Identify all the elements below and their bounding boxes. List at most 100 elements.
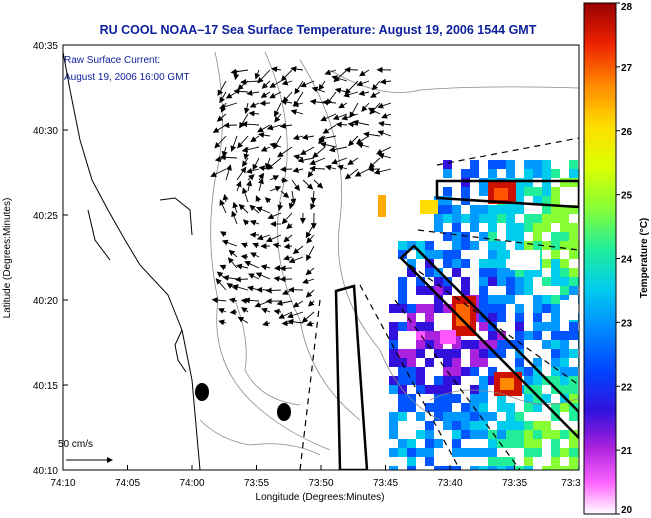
sst-pixel (461, 286, 470, 295)
sst-pixel (461, 340, 470, 349)
sst-pixel (506, 412, 515, 421)
sst-pixel (506, 223, 515, 232)
current-vector (305, 289, 315, 298)
current-vector (222, 193, 229, 203)
current-vector (379, 78, 392, 85)
colorbar-tick-label: 26 (621, 127, 633, 138)
sst-pixel (425, 250, 434, 259)
current-vector (267, 212, 282, 220)
current-vector (235, 180, 242, 192)
sst-pixel (506, 205, 515, 214)
current-vector (375, 146, 392, 155)
current-vector (311, 86, 326, 93)
sst-pixel (524, 403, 533, 412)
surface-current-vectors (210, 66, 392, 327)
current-vector (281, 320, 293, 327)
sst-pixel (506, 277, 515, 286)
current-vector (290, 190, 297, 205)
current-vector (273, 275, 282, 282)
sst-pixel (542, 214, 551, 223)
sst-pixel (470, 466, 479, 470)
x-tick-label: 73:55 (244, 478, 269, 489)
current-vector (309, 165, 326, 172)
sst-pixel (461, 178, 470, 187)
current-vector (222, 274, 238, 281)
sst-pixel (461, 259, 470, 268)
current-vector (328, 146, 348, 153)
sst-pixel (524, 367, 533, 376)
sst-pixel (398, 439, 407, 448)
current-vector (310, 201, 316, 210)
sst-pixel (569, 232, 578, 241)
sst-pixel (551, 232, 560, 241)
sst-warm-patch (500, 378, 514, 390)
sst-pixel (479, 304, 488, 313)
sst-pixel (560, 241, 569, 250)
sst-pixel (515, 313, 524, 322)
sst-pixel (434, 268, 443, 277)
current-vector (277, 146, 293, 158)
transect-box-south (334, 284, 369, 470)
current-vector (241, 146, 260, 153)
sst-pixel (488, 349, 497, 358)
sst-pixel (398, 448, 407, 457)
current-vector (240, 307, 249, 314)
sst-pixel (569, 268, 578, 277)
bathymetry-contour (429, 389, 579, 405)
current-vector (280, 69, 293, 82)
sst-pixel (497, 304, 506, 313)
current-vector (219, 199, 227, 214)
current-vector (236, 166, 247, 181)
sst-pixel (479, 421, 488, 430)
sst-pixel (497, 250, 506, 259)
sst-pixel (425, 385, 434, 394)
current-vector (219, 91, 227, 104)
sst-pixel (506, 439, 515, 448)
sst-pixel (533, 385, 542, 394)
current-vector (370, 91, 381, 98)
sst-pixel (425, 421, 434, 430)
current-vector (313, 179, 324, 189)
sst-pixel (488, 367, 497, 376)
current-time: August 19, 2006 16:00 GMT (64, 72, 190, 83)
sst-pixel (434, 214, 443, 223)
current-vector (288, 256, 304, 264)
sst-pixel (425, 457, 434, 466)
sst-pixel (533, 421, 542, 430)
current-vector (283, 243, 293, 250)
sst-pixel (551, 313, 560, 322)
current-vector (252, 242, 260, 249)
scale-label: 50 cm/s (58, 439, 93, 450)
sst-pixel (533, 223, 542, 232)
sst-pixel (452, 205, 461, 214)
sst-pixel (452, 223, 461, 232)
current-vector (265, 234, 282, 242)
sst-pixel (416, 322, 425, 331)
current-vector (249, 102, 260, 108)
sst-pixel (452, 268, 461, 277)
current-vector (358, 90, 370, 97)
current-vector (259, 100, 271, 107)
sst-pixel (389, 448, 398, 457)
sst-pixel (443, 250, 452, 259)
sst-pixel (524, 385, 533, 394)
current-vector (252, 157, 260, 171)
sst-pixel (560, 385, 569, 394)
transect-box-north (435, 179, 579, 209)
current-vector (318, 135, 326, 145)
sst-pixel (416, 430, 425, 439)
colorbar-tick-label: 23 (621, 318, 633, 329)
sst-pixel (443, 358, 452, 367)
sst-pixel (533, 169, 542, 178)
sst-pixel (389, 421, 398, 430)
current-vector (363, 131, 381, 138)
transect-box-central (399, 244, 579, 440)
current-vector (279, 166, 293, 173)
current-vector (244, 261, 260, 269)
sst-pixel (479, 430, 488, 439)
sst-pixel (443, 412, 452, 421)
sst-pixel (407, 466, 416, 470)
current-vector (250, 252, 260, 258)
sst-pixel (434, 349, 443, 358)
sst-pixel (551, 187, 560, 196)
